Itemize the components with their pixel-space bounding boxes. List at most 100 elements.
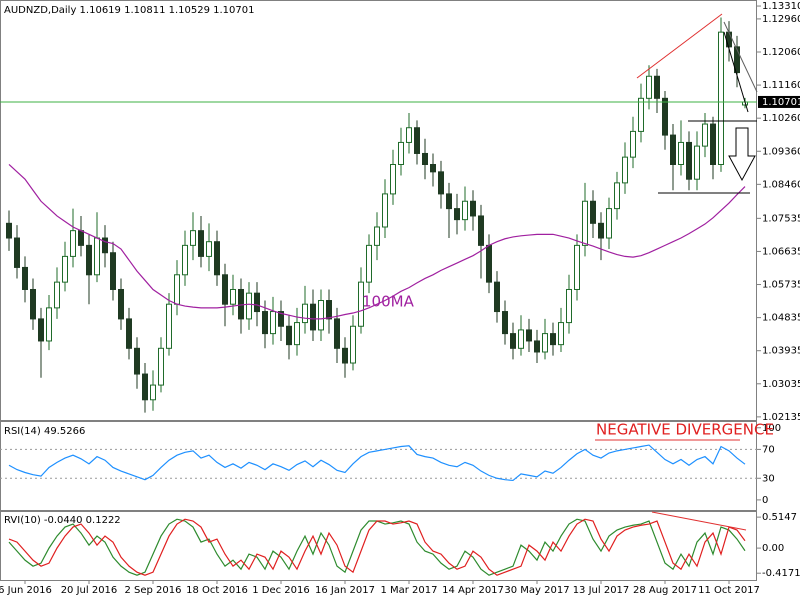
candle-body [38,318,44,342]
down-arrow [728,127,756,182]
rvi-pane [0,511,757,581]
candle-body [150,384,156,401]
x-tick-label: 28 Aug 2017 [633,585,697,596]
candle-body [518,329,524,349]
candle-body [230,288,236,305]
y-tick-label: 1.11160 [762,80,800,91]
candle-body [654,75,660,99]
y-tick-label: 1.09360 [762,146,800,157]
price-pane [0,0,757,421]
candle-body [206,241,212,257]
y-tick-label: 1.07535 [762,213,800,224]
candle-body [294,322,300,346]
candle-body [190,230,196,246]
candle-body [70,230,76,257]
candle-body [662,97,668,136]
candle-body [118,288,124,320]
trend-line [723,31,749,113]
x-tick-label: 16 Jan 2017 [315,585,375,596]
candle-body [734,46,740,74]
candle-body [174,274,180,305]
x-tick-label: 6 Jun 2016 [0,585,52,596]
candle-body [302,303,308,324]
candle-body [46,307,52,342]
x-tick-label: 14 Apr 2017 [442,585,504,596]
candle-body [478,215,484,246]
candle-body [262,311,268,335]
candle-body [350,325,356,364]
candle-body [358,281,364,327]
x-tick-label: 20 Jul 2016 [61,585,118,596]
candle-body [102,237,108,254]
candle-body [342,347,348,364]
x-tick-label: 1 Dec 2016 [252,585,310,596]
candle-body [390,163,396,195]
ma-label: 100MA [362,293,415,311]
last-price-label: 1.10701 [762,97,800,108]
candle-body [542,333,548,353]
candle-body [670,134,676,165]
series-line [8,518,746,576]
y-tick-label: 0.00 [762,543,784,554]
candle-body [142,373,148,401]
series-line [8,444,746,482]
candle-body [374,226,380,246]
candle-body [246,292,252,320]
y-tick-label: 1.02135 [762,412,800,423]
candle-body [710,123,716,165]
candle-body [550,333,556,346]
candle-body [470,200,476,217]
y-tick-label: 1.06635 [762,246,800,257]
candle-body [686,141,692,180]
x-tick-label: 2 Sep 2016 [124,585,181,596]
y-tick-label: 0.5147 [762,512,797,523]
candle-body [646,75,652,99]
candle-body [422,152,428,165]
candle-body [606,208,612,239]
x-tick-label: 30 May 2017 [504,585,569,596]
candle-body [158,347,164,386]
y-tick-label: 1.04835 [762,313,800,324]
candle-body [382,193,388,228]
x-tick-label: 18 Oct 2016 [186,585,248,596]
rvi-title: RVI(10) -0.0440 0.1222 [4,515,121,526]
candle-body [502,311,508,335]
x-tick-label: 1 Mar 2017 [380,585,437,596]
candle-body [454,208,460,221]
y-tick-label: 70 [762,444,775,455]
y-tick-label: 1.03035 [762,379,800,390]
candle-body [62,255,68,283]
candle-body [718,31,724,165]
candle-body [406,127,412,143]
trend-line [723,21,758,93]
candle-body [486,244,492,283]
candle-body [286,325,292,346]
candle-body [30,288,36,320]
candle-body [366,244,372,283]
candle-body [638,97,644,132]
series-line [8,518,746,576]
annotation: NEGATIVE DIVERGENCE [596,421,774,439]
candle-body [622,156,628,184]
candle-body [278,311,284,327]
candle-body [614,182,620,210]
candle-body [590,200,596,224]
y-tick-label: 1.05735 [762,280,800,291]
y-tick-label: 0 [762,495,768,506]
y-tick-label: 1.08460 [762,179,800,190]
rsi-title: RSI(14) 49.5266 [4,426,85,437]
candle-body [86,244,92,276]
y-tick-label: 1.13310 [762,1,800,12]
x-tick-label: 13 Jul 2017 [573,585,630,596]
candle-body [126,318,132,349]
candle-body [630,130,636,158]
candle-body [222,274,228,305]
candle-body [6,222,12,239]
trend-line [636,13,723,79]
candle-body [438,171,444,195]
candle-body [166,303,172,349]
candle-body [494,281,500,313]
rsi-pane [0,421,757,511]
